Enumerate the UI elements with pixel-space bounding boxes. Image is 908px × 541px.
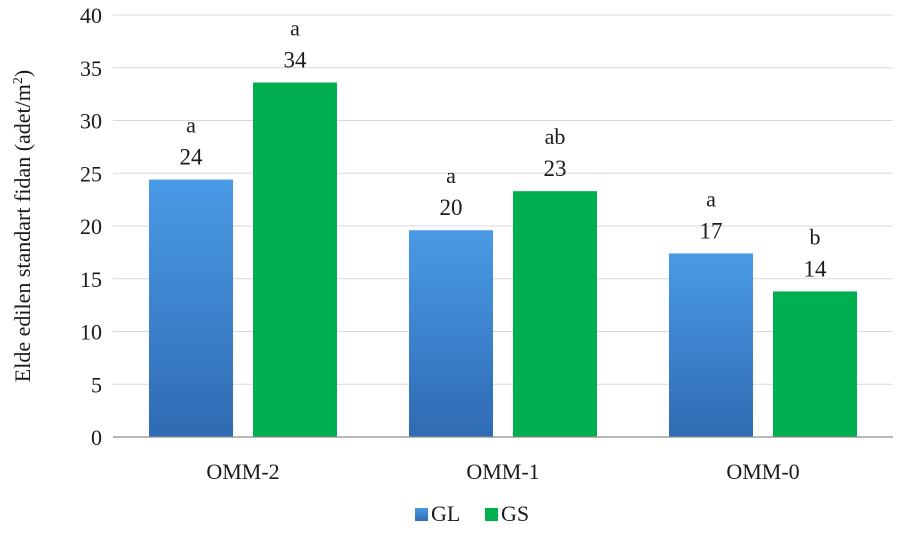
- y-axis-title: Elde edilen standart fidan (adet/m2): [10, 70, 35, 382]
- bar-gl-omm-1: [409, 230, 493, 437]
- gridlines: [113, 14, 893, 385]
- y-tick-label: 25: [80, 161, 102, 186]
- bar-gl-omm-2: [149, 179, 233, 437]
- x-tick-label: OMM-1: [466, 459, 539, 484]
- y-tick-label: 30: [80, 109, 102, 134]
- x-tick-label: OMM-2: [206, 459, 279, 484]
- legend-label-gs: GS: [501, 501, 529, 526]
- bar-gs-omm-0: [773, 291, 857, 437]
- bar-gl-omm-0: [669, 253, 753, 437]
- data-label: 34: [284, 48, 308, 73]
- bar-gs-omm-2: [253, 82, 337, 438]
- data-label: 24: [180, 145, 204, 170]
- significance-letter: a: [446, 163, 456, 188]
- y-tick-label: 5: [91, 372, 102, 397]
- significance-letter: a: [186, 113, 196, 138]
- data-labels: 24 a 34 a 20 a 23 ab 17 a 14 b: [180, 16, 828, 282]
- y-tick-label: 20: [80, 214, 102, 239]
- legend: GL GS: [415, 501, 529, 526]
- data-label: 17: [700, 218, 723, 243]
- data-label: 20: [440, 195, 463, 220]
- y-tick-label: 15: [80, 267, 102, 292]
- significance-letter: a: [290, 16, 300, 41]
- y-tick-label: 40: [80, 3, 102, 28]
- axes: 0 5 10 15 20 25 30 35 40 Elde edilen standart fid…: [10, 3, 893, 484]
- legend-swatch-gs: [485, 508, 498, 521]
- significance-letter: ab: [545, 124, 566, 149]
- data-label: 23: [544, 156, 567, 181]
- y-tick-label: 0: [91, 425, 102, 450]
- legend-swatch-gl: [415, 508, 428, 521]
- bar-gs-omm-1: [513, 191, 597, 437]
- y-tick-label: 10: [80, 320, 102, 345]
- x-tick-label: OMM-0: [726, 459, 799, 484]
- y-tick-label: 35: [80, 56, 102, 81]
- significance-letter: a: [706, 186, 716, 211]
- bars: [149, 82, 857, 438]
- legend-label-gl: GL: [431, 501, 460, 526]
- significance-letter: b: [810, 224, 821, 249]
- data-label: 14: [804, 256, 828, 281]
